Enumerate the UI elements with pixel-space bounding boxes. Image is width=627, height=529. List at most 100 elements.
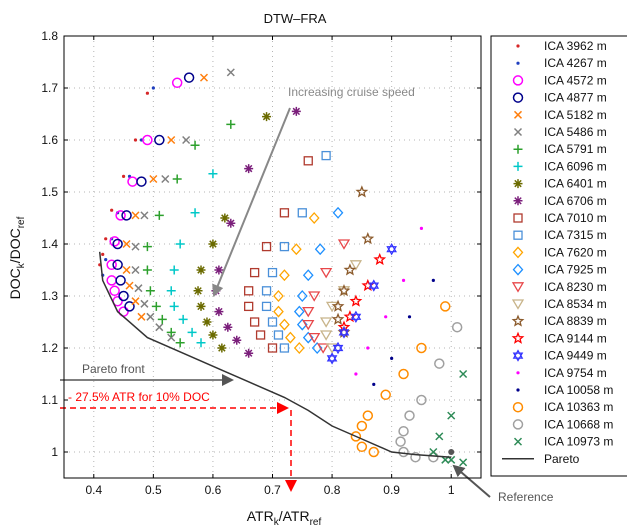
data-point-ica-7925-m bbox=[293, 305, 305, 318]
legend-item-ica-7925-m: ICA 7925 m bbox=[512, 263, 607, 277]
legend-item-ica-10058-m: ICA 10058 m bbox=[516, 383, 613, 397]
series-line-pareto bbox=[98, 251, 452, 458]
x-tick-label: 0.5 bbox=[145, 483, 162, 497]
series-ica-4572-m bbox=[106, 77, 183, 317]
data-point-ica-9449-m bbox=[368, 279, 380, 292]
legend-swatch bbox=[512, 401, 524, 413]
data-point-ica-7315-m bbox=[267, 267, 278, 278]
data-point-ica-6096-m bbox=[187, 327, 197, 337]
annotation-layer: Increasing cruise speed Pareto front - 2… bbox=[60, 85, 554, 504]
legend-swatch bbox=[511, 331, 525, 344]
legend-item-ica-10363-m: ICA 10363 m bbox=[512, 400, 613, 414]
data-point-ica-3962-m bbox=[101, 252, 105, 256]
legend-item-ica-8839-m: ICA 8839 m bbox=[511, 314, 607, 328]
y-label-sub2: ref bbox=[16, 216, 27, 228]
data-point-ica-10668-m bbox=[398, 425, 409, 437]
data-point-ica-10668-m bbox=[416, 394, 427, 406]
data-point-ica-5486-m bbox=[167, 333, 176, 342]
data-point-ica-10363-m bbox=[416, 342, 427, 354]
series-ica-5486-m bbox=[131, 68, 235, 342]
legend-label: ICA 8534 m bbox=[544, 297, 607, 311]
data-point-ica-6706-m bbox=[226, 218, 236, 228]
data-point-ica-8534-m bbox=[349, 260, 363, 271]
y-tick-label: 1.7 bbox=[41, 81, 58, 95]
x-tick-label: 0.4 bbox=[85, 483, 102, 497]
x-tick-label: 0.8 bbox=[324, 483, 341, 497]
legend-label: ICA 6706 m bbox=[544, 194, 607, 208]
data-point-ica-7620-m bbox=[279, 269, 290, 282]
data-point-ica-10668-m bbox=[395, 436, 406, 447]
data-point-ica-7925-m bbox=[314, 243, 326, 256]
data-point-ica-3962-m bbox=[133, 138, 138, 142]
data-point-ica-10363-m bbox=[356, 420, 368, 432]
legend-swatch bbox=[512, 92, 524, 103]
data-point-ica-7620-m bbox=[290, 243, 302, 256]
data-point-ica-6401-m bbox=[262, 112, 272, 122]
data-point-ica-10668-m bbox=[398, 446, 409, 458]
data-point-ica-6706-m bbox=[244, 348, 254, 358]
data-point-ica-4572-m bbox=[109, 236, 120, 247]
legend-item-ica-4877-m: ICA 4877 m bbox=[512, 91, 607, 105]
legend-item-pareto: Pareto bbox=[502, 452, 580, 466]
atr-label-bg bbox=[64, 388, 242, 404]
data-point-ica-4267-m bbox=[104, 258, 108, 262]
legend-item-ica-8230-m: ICA 8230 m bbox=[511, 280, 607, 294]
data-point-ica-6401-m bbox=[217, 343, 227, 353]
data-point-ica-9449-m bbox=[326, 352, 338, 365]
series-ica-5791-m bbox=[142, 119, 236, 348]
data-point-ica-5486-m bbox=[155, 323, 164, 332]
y-axis-label: DOCk/DOCref bbox=[7, 216, 27, 299]
data-point-ica-10668-m bbox=[410, 451, 421, 463]
data-point-ica-4267-m bbox=[151, 86, 155, 90]
data-point-ica-3962-m bbox=[145, 91, 149, 95]
x-tick-label: 1 bbox=[448, 483, 455, 497]
data-point-ica-7315-m bbox=[261, 286, 272, 296]
y-tick-label: 1.8 bbox=[41, 29, 58, 43]
data-point-ica-10363-m bbox=[398, 368, 409, 380]
legend-label: ICA 7620 m bbox=[544, 245, 607, 259]
data-point-ica-6096-m bbox=[175, 239, 185, 249]
legend-label: Pareto bbox=[544, 452, 580, 466]
legend: ICA 3962 m ICA 4267 m ICA 4572 m ICA 4877 m… bbox=[502, 39, 613, 466]
series-ica-10973-m bbox=[429, 369, 468, 467]
data-point-ica-4572-m bbox=[127, 176, 138, 187]
legend-swatch bbox=[513, 213, 523, 223]
data-point-ica-8230-m bbox=[337, 239, 351, 250]
data-point-ica-9754-m bbox=[354, 372, 358, 376]
legend-item-ica-6096-m: ICA 6096 m bbox=[513, 159, 607, 173]
data-point-ica-5486-m bbox=[134, 284, 143, 293]
legend-item-ica-4267-m: ICA 4267 m bbox=[516, 56, 607, 70]
reference-point bbox=[448, 449, 455, 455]
legend-label: ICA 6096 m bbox=[544, 159, 607, 173]
data-point-ica-4572-m bbox=[115, 210, 126, 221]
data-point-ica-5791-m bbox=[145, 286, 155, 296]
data-point-ica-6401-m bbox=[208, 239, 218, 249]
legend-item-ica-6401-m: ICA 6401 m bbox=[513, 177, 607, 191]
data-point-ica-6096-m bbox=[166, 286, 176, 296]
legend-item-ica-9144-m: ICA 9144 m bbox=[511, 331, 607, 345]
series-pareto bbox=[98, 251, 452, 458]
y-label-main: DOC bbox=[7, 268, 23, 299]
legend-item-ica-5182-m: ICA 5182 m bbox=[513, 108, 607, 122]
legend-item-ica-5486-m: ICA 5486 m bbox=[513, 125, 607, 139]
data-point-ica-7010-m bbox=[267, 343, 278, 353]
data-point-ica-7010-m bbox=[279, 208, 290, 218]
data-point-ica-3962-m bbox=[121, 174, 126, 178]
legend-swatch bbox=[516, 371, 520, 375]
data-point-ica-4877-m bbox=[121, 210, 132, 221]
data-point-ica-5486-m bbox=[131, 265, 140, 275]
legend-label: ICA 10058 m bbox=[544, 383, 613, 397]
data-point-ica-6706-m bbox=[214, 307, 224, 317]
legend-item-ica-10973-m: ICA 10973 m bbox=[513, 435, 613, 449]
legend-label: ICA 5791 m bbox=[544, 142, 607, 156]
series-ica-9449-m bbox=[326, 242, 397, 365]
legend-swatch bbox=[513, 437, 523, 446]
data-point-ica-7010-m bbox=[244, 301, 254, 312]
legend-swatch bbox=[516, 388, 520, 392]
cruise-speed-arrow bbox=[212, 107, 291, 297]
data-point-ica-7620-m bbox=[273, 305, 284, 318]
legend-item-ica-3962-m: ICA 3962 m bbox=[516, 39, 607, 53]
legend-item-ica-6706-m: ICA 6706 m bbox=[513, 194, 607, 208]
legend-label: ICA 4877 m bbox=[544, 91, 607, 105]
data-point-ica-7315-m bbox=[321, 150, 331, 161]
